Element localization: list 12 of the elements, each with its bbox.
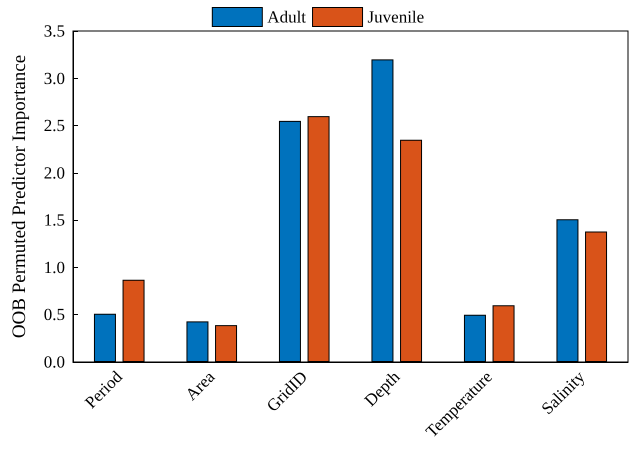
y-tick-label: 0.0 [44, 352, 65, 372]
y-tick-label: 2.5 [44, 116, 65, 136]
y-axis-title: OOB Permuted Predictor Importance [9, 54, 30, 338]
legend-label: Juvenile [368, 8, 424, 26]
y-tick-label: 2.0 [44, 163, 65, 182]
y-tick-label: 1.0 [44, 258, 65, 277]
y-tick-label: 3.0 [44, 68, 65, 88]
legend-label: Adult [267, 8, 306, 26]
y-tick-label: 0.5 [44, 305, 65, 324]
y-tick-label: 3.5 [44, 22, 65, 40]
x-tick-label: Area [182, 366, 219, 404]
y-tick-label: 1.5 [44, 210, 65, 230]
